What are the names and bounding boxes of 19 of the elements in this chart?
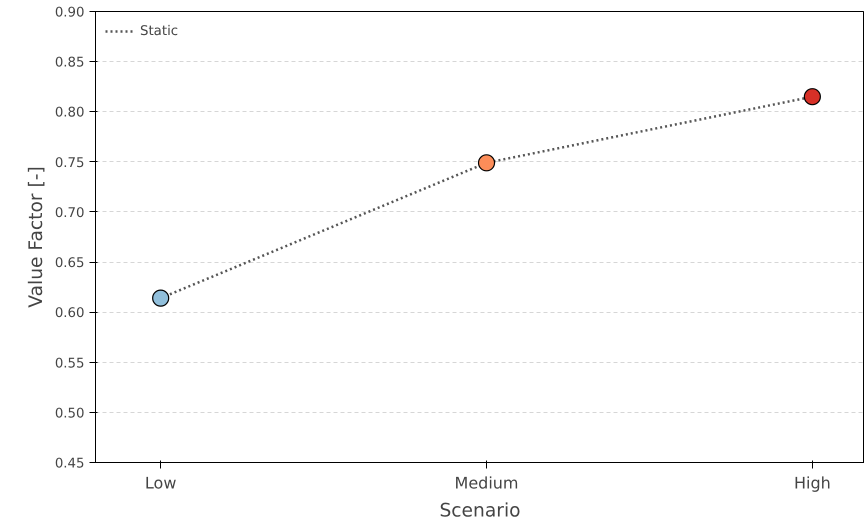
point [152,290,170,307]
y-axis-title: Value Factor [-] [26,166,47,308]
point [478,154,496,172]
x-tick-label: Medium [454,474,519,492]
y-tick-label: 0.55 [54,356,85,372]
y-tick-label: 0.50 [54,406,85,422]
y-tick-label: 0.90 [54,6,85,20]
y-tick-label: 0.70 [54,206,85,221]
y-tick-label: 0.85 [54,56,85,71]
x-tick-label: Low [144,474,176,492]
y-tick-label: 0.45 [54,456,85,472]
y-tick-label: 0.65 [54,256,85,272]
point [804,88,821,106]
y-tick-label: 0.80 [54,106,85,121]
y-tick-label: 0.60 [54,306,85,322]
y-tick-label: 0.75 [54,156,85,171]
legend-label: Static [140,24,178,38]
x-axis-title: Scenario [439,500,521,522]
x-tick-label: High [794,474,831,492]
